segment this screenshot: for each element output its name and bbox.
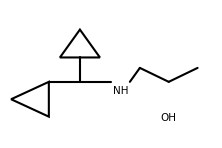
Text: OH: OH <box>161 113 177 123</box>
Text: NH: NH <box>113 86 128 96</box>
